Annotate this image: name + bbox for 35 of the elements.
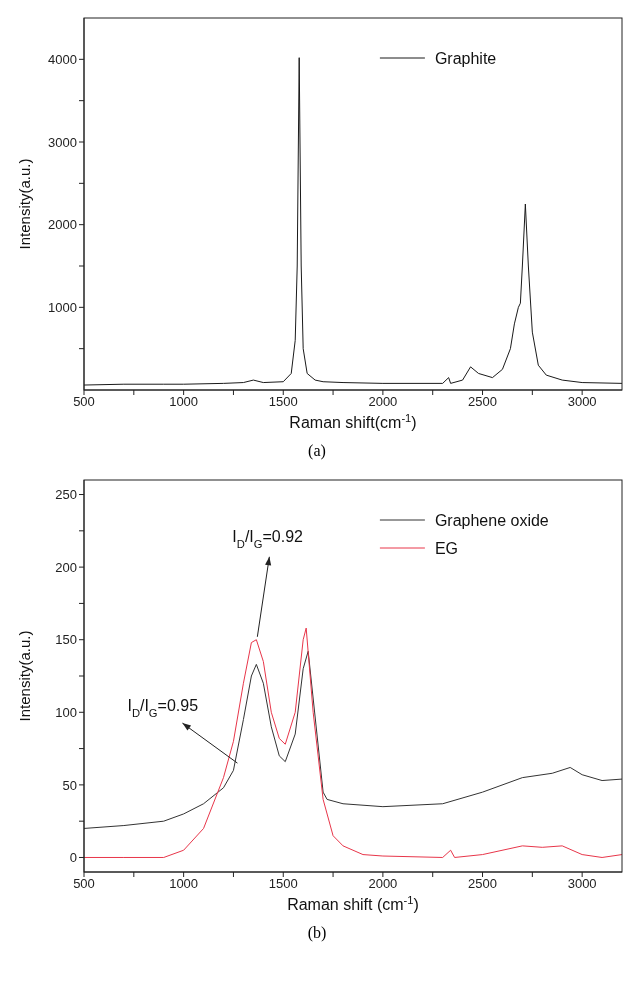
y-tick-label: 200 [55,559,77,575]
x-tick-label: 1000 [169,876,199,892]
y-tick-label: 3000 [48,134,77,150]
x-tick-label: 2500 [468,394,497,410]
x-tick-label: 2000 [368,876,398,892]
y-tick-label: 2000 [48,217,77,233]
x-tick-label: 2000 [368,394,398,410]
text: (a) [307,442,327,460]
y-tick-label: 4000 [48,51,77,67]
annotation: I$_{D}$/I$_{G}$=0.92 [232,527,304,550]
line-series [84,627,622,858]
text: (b) [306,924,328,942]
x-axis-title: Raman shift (cm$^{-1}$) [287,894,419,913]
legend-label: Graphite [434,50,497,67]
annotation: I$_{D}$/I$_{G}$=0.95 [127,697,199,720]
x-tick-label: 500 [73,394,95,410]
x-tick-label: 500 [73,876,95,892]
x-tick-label: 2500 [468,876,497,892]
legend-label: EG [434,540,459,557]
y-tick-label: 150 [55,632,77,648]
y-tick-label: 250 [55,487,77,503]
x-tick-label: 1000 [169,394,199,410]
line-series [84,650,622,829]
legend-label: Graphene oxide [434,512,549,529]
y-tick-label: 50 [62,777,77,793]
x-tick-label: 3000 [567,876,597,892]
x-tick-label: 3000 [567,394,597,410]
x-axis-title: Raman shift(cm$^{-1}$) [289,412,417,431]
x-tick-label: 1500 [268,394,298,410]
y-tick-label: 100 [55,704,77,720]
y-tick-label: 1000 [48,299,77,315]
x-tick-label: 1500 [268,876,298,892]
y-axis-title: Intensity(a.u.) [16,630,33,722]
y-axis-title: Intensity(a.u.) [16,158,33,250]
y-tick-label: 0 [69,850,77,866]
